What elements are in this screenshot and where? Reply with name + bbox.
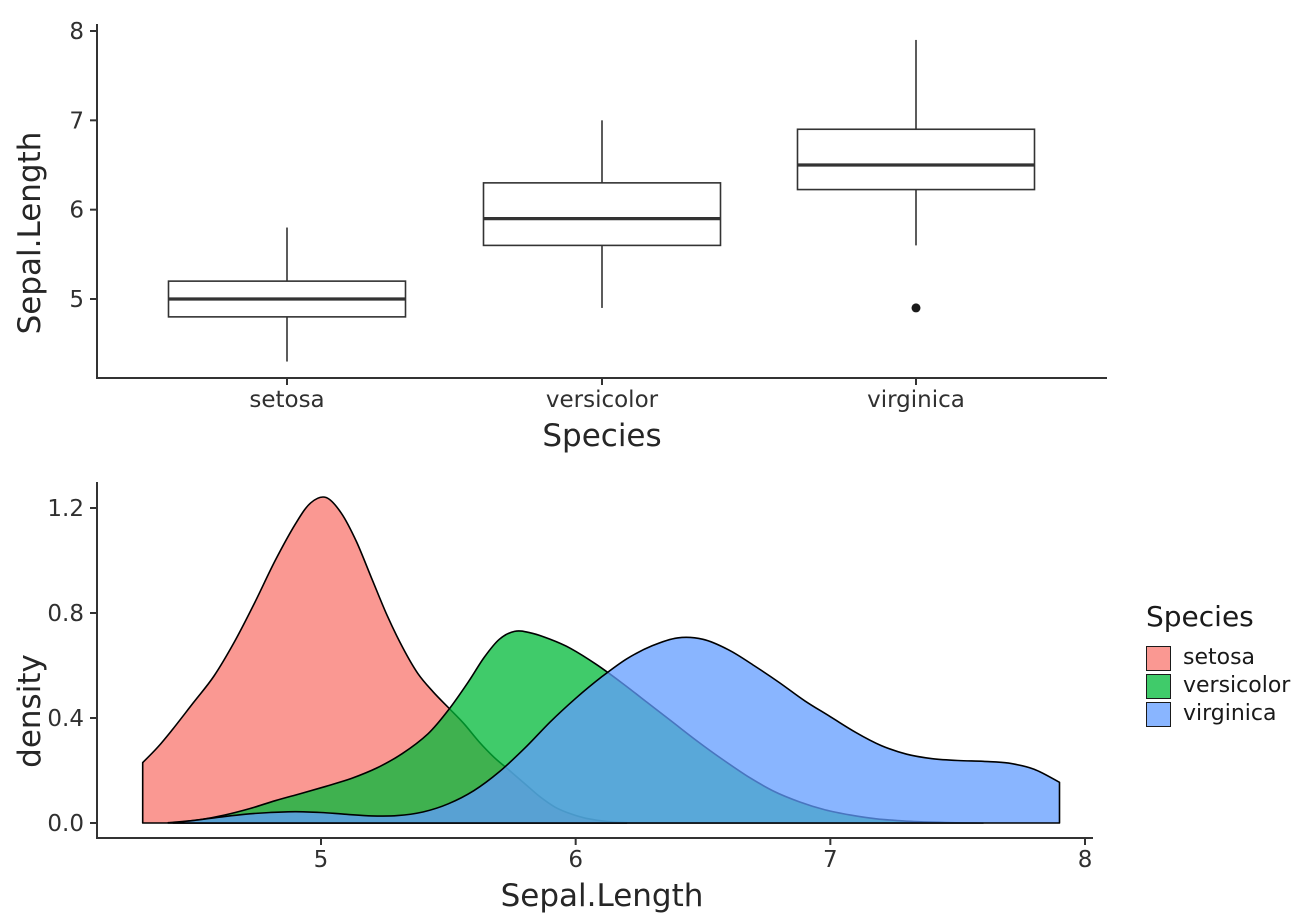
boxplot-y-axis-title: Sepal.Length [12,131,48,335]
density-x-tick-label: 5 [314,847,329,873]
boxplot-y-tick-label: 6 [69,198,84,224]
legend: Species setosa versicolor virginica [1146,600,1290,729]
legend-swatch-setosa [1146,645,1171,671]
density-y-axis-title: density [12,654,48,768]
legend-entry-versicolor: versicolor [1146,673,1290,699]
legend-label: virginica [1183,701,1277,726]
density-x-tick-label: 6 [568,847,583,873]
boxplot-category-label: versicolor [546,387,659,413]
legend-entries: setosa versicolor virginica [1146,645,1290,727]
box-versicolor [482,182,722,247]
density-y-tick-label: 0.4 [47,706,84,732]
legend-swatch-virginica [1146,701,1171,727]
legend-label: versicolor [1183,673,1291,698]
legend-entry-virginica: virginica [1146,701,1290,727]
density-y-tick-label: 0.0 [47,811,84,837]
boxplot-category-label: setosa [249,387,324,413]
box-virginica [796,128,1036,191]
outlier-virginica [911,303,921,313]
boxplot-category-label: virginica [867,387,965,413]
density-x-tick-label: 7 [823,847,838,873]
boxplot-y-tick-label: 8 [69,19,84,45]
density-y-tick-label: 1.2 [47,496,84,522]
legend-title: Species [1146,600,1254,633]
density-x-tick-label: 8 [1078,847,1093,873]
density-x-axis-title: Sepal.Length [500,878,704,914]
boxplot-y-tick-label: 5 [69,287,84,313]
boxplot-y-tick-label: 7 [69,108,84,134]
density-area-virginica [167,636,1061,824]
legend-swatch-versicolor [1146,673,1171,699]
legend-entry-setosa: setosa [1146,645,1290,671]
legend-label: setosa [1183,645,1256,670]
boxplot-x-axis-title: Species [542,418,662,454]
density-y-tick-label: 0.8 [47,601,84,627]
